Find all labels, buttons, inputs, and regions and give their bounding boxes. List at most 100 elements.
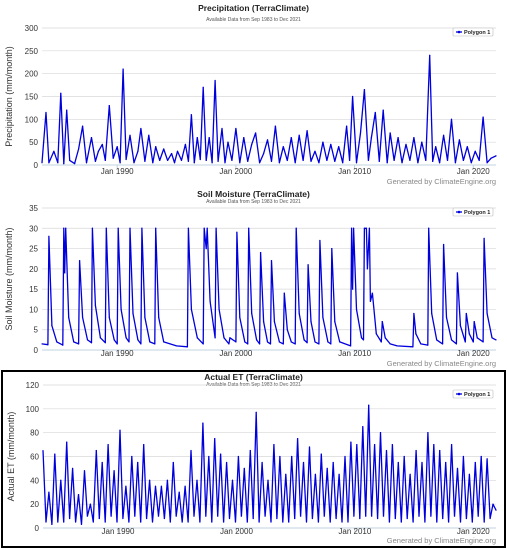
data-point xyxy=(208,137,210,139)
data-point xyxy=(445,316,448,319)
data-point xyxy=(311,517,314,520)
data-point xyxy=(356,443,358,446)
data-point xyxy=(54,453,56,455)
data-point xyxy=(442,134,445,136)
data-point xyxy=(170,152,173,155)
legend-box xyxy=(452,27,494,37)
data-point xyxy=(464,341,466,343)
credit-link[interactable]: Generated by ClimateEngine.org xyxy=(387,536,496,545)
y-tick-label: 10 xyxy=(29,305,38,314)
data-point xyxy=(251,143,253,146)
data-point xyxy=(371,515,373,517)
y-tick-label: 20 xyxy=(29,265,38,274)
legend[interactable]: Polygon 1 xyxy=(452,207,494,217)
data-point xyxy=(425,159,427,162)
data-point xyxy=(369,300,371,302)
data-point xyxy=(240,515,242,517)
data-point xyxy=(379,432,382,434)
series-line-soil-moisture xyxy=(41,227,497,348)
data-point xyxy=(227,141,229,143)
legend-label: Polygon 1 xyxy=(464,210,490,216)
data-point xyxy=(412,346,414,348)
data-point xyxy=(297,438,299,440)
credit-link[interactable]: Generated by ClimateEngine.org xyxy=(387,359,496,368)
data-point xyxy=(290,341,292,343)
data-point xyxy=(412,521,414,523)
data-point xyxy=(482,341,484,343)
data-point xyxy=(99,337,101,339)
data-point xyxy=(450,339,453,341)
data-point xyxy=(495,509,497,511)
data-point xyxy=(110,515,112,517)
data-point xyxy=(158,316,160,319)
data-point xyxy=(382,515,385,517)
legend[interactable]: Polygon 1 xyxy=(452,27,494,37)
data-point xyxy=(74,163,76,165)
data-point xyxy=(187,160,189,162)
data-point xyxy=(154,343,156,345)
data-point xyxy=(152,162,154,164)
data-point xyxy=(430,515,432,517)
data-point xyxy=(244,341,246,343)
data-point xyxy=(62,344,64,346)
data-point xyxy=(259,162,261,164)
data-point xyxy=(329,521,331,523)
data-point xyxy=(259,252,262,254)
data-point xyxy=(413,312,415,315)
data-point xyxy=(140,127,142,130)
data-point xyxy=(474,150,476,152)
soil-moisture-chart: Soil Moisture (TerraClimate)Available Da… xyxy=(4,189,497,368)
data-point xyxy=(77,148,80,150)
data-point xyxy=(172,461,174,464)
data-point xyxy=(41,343,43,345)
data-point xyxy=(134,515,136,517)
data-point xyxy=(231,479,234,481)
data-point xyxy=(80,523,83,526)
data-point xyxy=(159,159,161,162)
data-point xyxy=(299,515,302,517)
x-tick-label: Jan 2020 xyxy=(457,167,490,176)
x-tick-label: Jan 2020 xyxy=(457,527,490,536)
data-point xyxy=(462,455,465,458)
credit-link[interactable]: Generated by ClimateEngine.org xyxy=(387,177,496,186)
data-point xyxy=(133,162,135,164)
data-point xyxy=(167,159,169,162)
data-point xyxy=(431,312,433,315)
legend[interactable]: Polygon 1 xyxy=(452,389,494,399)
data-point xyxy=(148,134,150,136)
data-point xyxy=(455,343,458,345)
x-tick-label: Jan 1990 xyxy=(101,167,134,176)
data-point xyxy=(278,341,280,343)
data-point xyxy=(417,162,419,164)
data-point xyxy=(97,150,99,152)
data-point xyxy=(202,343,204,345)
data-point xyxy=(214,79,216,82)
data-point xyxy=(482,116,484,118)
y-tick-label: 25 xyxy=(29,245,38,254)
data-point xyxy=(48,491,50,493)
data-point xyxy=(388,521,391,523)
data-point xyxy=(424,521,426,523)
data-point xyxy=(273,443,275,446)
data-point xyxy=(465,517,467,520)
data-point xyxy=(92,521,94,523)
data-point xyxy=(229,337,231,339)
data-point xyxy=(205,159,207,162)
data-point xyxy=(367,159,370,162)
y-tick-label: 50 xyxy=(29,138,38,147)
data-point xyxy=(314,341,316,343)
data-point xyxy=(125,485,127,487)
data-point xyxy=(468,473,470,475)
data-point xyxy=(239,316,241,319)
data-point xyxy=(393,159,395,162)
data-point xyxy=(305,521,308,523)
data-point xyxy=(389,343,391,345)
data-point xyxy=(228,343,230,345)
y-tick-label: 250 xyxy=(25,47,39,56)
y-tick-label: 35 xyxy=(29,204,38,213)
data-point xyxy=(187,227,189,229)
data-point xyxy=(63,521,65,523)
data-point xyxy=(375,333,377,335)
data-point xyxy=(258,521,260,523)
